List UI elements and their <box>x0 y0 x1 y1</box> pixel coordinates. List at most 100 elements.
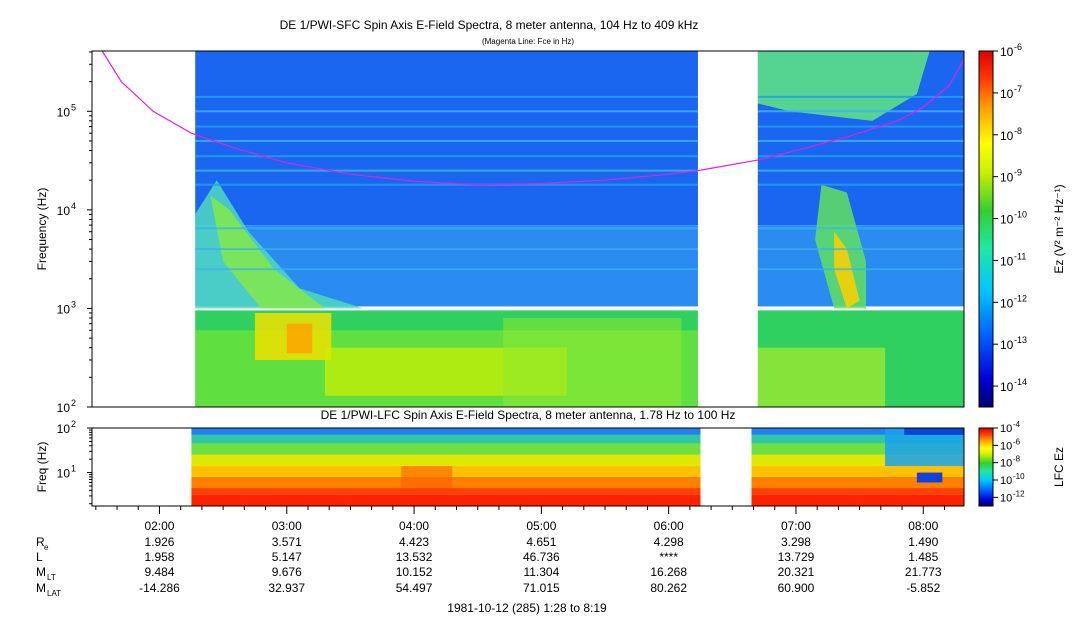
ephemeris-row-label: M <box>36 581 46 595</box>
bottom-y-tick-exp: 2 <box>71 419 76 429</box>
fce-magenta-line <box>101 51 964 186</box>
ephemeris-value: 13.729 <box>778 550 815 564</box>
interference-line <box>195 268 964 271</box>
ephemeris-value: 4.423 <box>399 535 429 549</box>
time-tick-label: 08:00 <box>908 519 938 533</box>
top-colorbar-tick-label: 10 <box>1000 171 1014 185</box>
bottom-band <box>751 466 964 477</box>
top-y-tick-exp: 3 <box>71 299 76 309</box>
ephemeris-value: 9.676 <box>272 565 302 579</box>
top-colorbar-label-text: Ez (V² m⁻² Hz⁻¹) <box>1052 184 1066 273</box>
interference-line <box>195 248 964 251</box>
emission-green <box>210 195 325 309</box>
bottom-colorbar-label: LFC Ez <box>1052 447 1066 487</box>
top-band-gap <box>195 306 964 311</box>
interference-line <box>195 110 964 113</box>
top-y-tick-label: 10 <box>57 204 71 218</box>
ephemeris-value: 3.298 <box>781 535 811 549</box>
top-panel-subtitle: (Magenta Line: Fce in Hz) <box>482 37 574 46</box>
bottom-band <box>191 454 701 467</box>
top-y-axis-label: Frequency (Hz) <box>35 188 49 271</box>
bottom-colorbar-tick-label: 10 <box>1000 475 1012 487</box>
bottom-band <box>751 454 964 467</box>
ephemeris-value: 1.485 <box>908 550 938 564</box>
top-no-data-left <box>92 51 196 407</box>
bottom-colorbar-tick-exp: -6 <box>1013 437 1021 446</box>
time-range-footer: 1981-10-12 (285) 1:28 to 8:19 <box>447 601 607 615</box>
top-data-gap <box>697 51 758 407</box>
ephemeris-value: 4.651 <box>526 535 556 549</box>
ephemeris-row-sub: LAT <box>47 589 61 598</box>
ephemeris-value: -5.852 <box>906 581 940 595</box>
time-axis: 02:00 03:00 04:00 05:00 06:00 07:00 08:00 <box>92 505 964 533</box>
ephemeris-value: -14.286 <box>139 581 180 595</box>
bottom-band <box>191 443 701 455</box>
ephemeris-row-label: M <box>36 565 46 579</box>
emission-green-lower <box>503 317 682 407</box>
bottom-colorbar-tick-exp: -8 <box>1013 455 1021 464</box>
bottom-band <box>751 476 964 489</box>
top-colorbar <box>978 50 994 408</box>
ephemeris-value: 1.958 <box>144 550 174 564</box>
ephemeris-value: 5.147 <box>272 550 302 564</box>
bottom-band <box>751 494 964 506</box>
top-colorbar-tick-exp: -12 <box>1014 293 1027 303</box>
interference-line <box>195 227 964 230</box>
top-colorbar-label: Ez (V² m⁻² Hz⁻¹) <box>1052 184 1066 273</box>
top-y-tick-label: 10 <box>57 302 71 316</box>
bottom-band <box>191 434 701 444</box>
bottom-colorbar <box>978 427 994 507</box>
top-colorbar-tick-label: 10 <box>1000 338 1014 352</box>
bottom-colorbar-tick-exp: -4 <box>1013 420 1021 429</box>
bottom-no-data-left <box>92 428 192 506</box>
top-y-tick-label: 10 <box>57 105 71 119</box>
interference-line <box>195 95 964 98</box>
top-y-tick-exp: 5 <box>71 102 76 112</box>
bottom-band <box>751 428 964 435</box>
top-colorbar-tick-exp: -13 <box>1014 335 1027 345</box>
ephemeris-value: 9.484 <box>144 565 174 579</box>
interference-line <box>195 155 964 158</box>
top-colorbar-tick-exp: -7 <box>1014 84 1022 94</box>
ephemeris-value: **** <box>659 550 678 564</box>
ephemeris-value: 4.298 <box>654 535 684 549</box>
ephemeris-value: 20.321 <box>778 565 815 579</box>
bottom-colorbar-tick-label: 10 <box>1000 440 1012 452</box>
ephemeris-value: 54.497 <box>396 581 433 595</box>
time-tick-label: 06:00 <box>654 519 684 533</box>
time-tick-label: 02:00 <box>144 519 174 533</box>
time-tick-label: 03:00 <box>272 519 302 533</box>
top-colorbar-tick-label: 10 <box>1000 45 1014 59</box>
time-tick-label: 07:00 <box>781 519 811 533</box>
bottom-band <box>751 434 964 444</box>
ephemeris-value: 21.773 <box>905 565 942 579</box>
ephemeris-value: 11.304 <box>523 565 559 579</box>
ephemeris-value: 46.736 <box>523 550 560 564</box>
top-colorbar-tick-exp: -10 <box>1014 210 1027 220</box>
interference-line <box>195 125 964 128</box>
bottom-spectrogram <box>92 428 964 506</box>
ephemeris-value: 3.571 <box>272 535 302 549</box>
bottom-hotspot <box>401 466 453 489</box>
top-panel-frame <box>91 50 965 408</box>
ephemeris-row-label: R <box>36 535 45 549</box>
top-colorbar-tick-exp: -9 <box>1014 168 1022 178</box>
emission-right-lower <box>757 347 886 407</box>
ephemeris-value: 32.937 <box>268 581 305 595</box>
bottom-panel-title: DE 1/PWI-LFC Spin Axis E-Field Spectra, … <box>321 408 736 422</box>
ephemeris-value: 10.152 <box>396 565 433 579</box>
time-tick-label: 04:00 <box>399 519 429 533</box>
bottom-y-tick-label: 10 <box>57 422 71 436</box>
bottom-band <box>751 443 964 455</box>
bottom-colorbar-tick-label: 10 <box>1000 492 1012 504</box>
bottom-colorbar-tick-exp: -10 <box>1013 472 1025 481</box>
bottom-data-gap <box>700 428 752 506</box>
bottom-y-tick-label: 10 <box>57 467 71 481</box>
top-colorbar-tick-label: 10 <box>1000 129 1014 143</box>
bottom-dark-patch <box>916 472 943 483</box>
bottom-colorbar-tick-label: 10 <box>1000 423 1012 435</box>
